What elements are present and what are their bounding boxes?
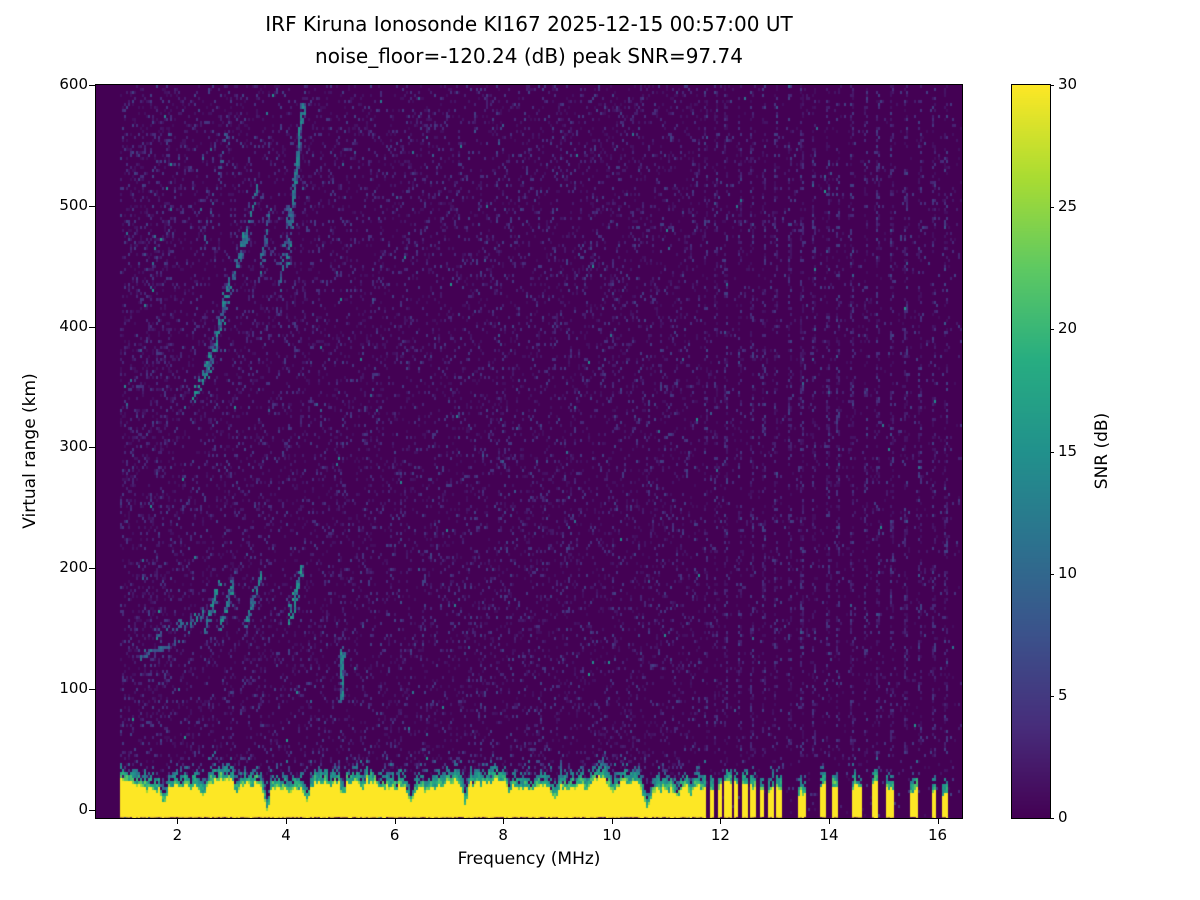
chart-title: IRF Kiruna Ionosonde KI167 2025-12-15 00…: [265, 12, 793, 36]
x-tick-label: 10: [602, 826, 622, 844]
colorbar-tick-label: 25: [1058, 197, 1078, 216]
colorbar-tick-label: 20: [1058, 319, 1078, 338]
x-tick-label: 4: [281, 826, 291, 844]
y-tick-label: 200: [59, 558, 88, 577]
colorbar-tick-mark: [1050, 329, 1054, 331]
colorbar-tick-label: 5: [1058, 685, 1068, 704]
x-tick-label: 12: [710, 826, 730, 844]
colorbar-tick-mark: [1050, 818, 1054, 819]
colorbar-tick-label: 30: [1058, 75, 1078, 93]
colorbar-label: SNR (dB): [1092, 412, 1112, 490]
ionogram-heatmap: [96, 85, 962, 818]
colorbar-tick-mark: [1050, 85, 1054, 86]
colorbar-tick-label: 15: [1058, 441, 1078, 460]
colorbar-tick-label: 10: [1058, 563, 1078, 582]
x-tick-mark: [611, 818, 613, 824]
x-tick-mark: [828, 818, 830, 824]
colorbar-canvas: [1012, 85, 1050, 818]
y-tick-mark: [89, 447, 96, 449]
x-tick-mark: [394, 818, 396, 824]
x-axis-label: Frequency (MHz): [457, 849, 601, 869]
x-tick-label: 16: [928, 826, 948, 844]
y-tick-mark: [89, 85, 96, 86]
y-tick-mark: [89, 809, 96, 811]
y-tick-label: 600: [59, 75, 88, 93]
x-tick-label: 14: [819, 826, 839, 844]
x-tick-mark: [937, 818, 939, 824]
y-tick-label: 0: [78, 799, 88, 818]
x-tick-mark: [503, 818, 505, 824]
x-tick-mark: [286, 818, 288, 824]
x-tick-mark: [177, 818, 179, 824]
x-tick-label: 6: [389, 826, 400, 844]
x-tick-mark: [720, 818, 722, 824]
x-tick-label: 8: [498, 826, 508, 844]
y-tick-mark: [89, 326, 96, 328]
y-tick-label: 300: [59, 437, 88, 456]
y-tick-label: 100: [59, 678, 88, 697]
y-tick-mark: [89, 568, 96, 570]
chart-subtitle: noise_floor=-120.24 (dB) peak SNR=97.74: [315, 44, 743, 68]
y-axis-label: Virtual range (km): [20, 373, 40, 529]
y-tick-mark: [89, 688, 96, 690]
colorbar-tick-mark: [1050, 451, 1054, 453]
y-tick-label: 500: [59, 195, 88, 214]
y-tick-label: 400: [59, 316, 88, 335]
colorbar-tick-mark: [1050, 573, 1054, 575]
x-tick-label: 2: [172, 826, 183, 844]
colorbar-tick-mark: [1050, 695, 1054, 697]
colorbar-tick-label: 0: [1058, 808, 1068, 826]
y-tick-mark: [89, 205, 96, 207]
colorbar-tick-mark: [1050, 207, 1054, 209]
